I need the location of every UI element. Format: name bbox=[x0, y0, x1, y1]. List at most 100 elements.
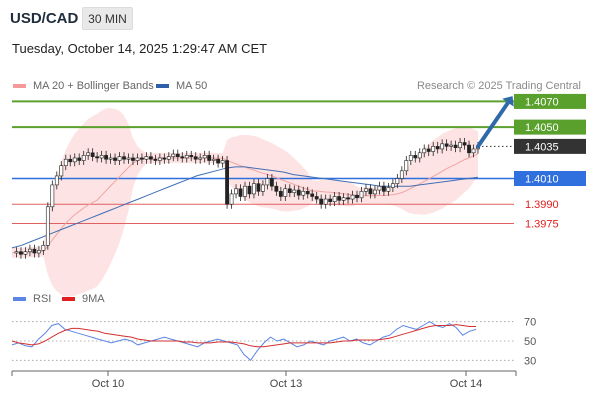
moving-averages bbox=[11, 153, 479, 254]
candle-body bbox=[131, 157, 135, 161]
candle-body bbox=[292, 189, 297, 193]
candle-body bbox=[305, 191, 310, 195]
candle-body bbox=[269, 178, 274, 187]
candle-body bbox=[265, 178, 270, 186]
candle-body bbox=[41, 245, 46, 251]
resistance-label: 1.4070 bbox=[525, 96, 559, 108]
candle-body bbox=[346, 197, 350, 200]
candle-body bbox=[449, 144, 454, 147]
candle-body bbox=[243, 185, 247, 197]
ma50-line bbox=[11, 166, 479, 249]
candles bbox=[14, 138, 480, 259]
candle-body bbox=[68, 158, 73, 163]
legend-swatch-rsi bbox=[13, 297, 26, 301]
candle-body bbox=[117, 156, 122, 161]
current-price-label: 1.4035 bbox=[525, 141, 559, 153]
candle-body bbox=[184, 155, 189, 159]
candle-body bbox=[355, 194, 359, 199]
legend-ma9: 9MA bbox=[62, 293, 105, 305]
candle-body bbox=[301, 191, 306, 196]
candle-body bbox=[462, 142, 467, 146]
candle-body bbox=[390, 183, 395, 188]
candle-body bbox=[296, 189, 301, 196]
candle-body bbox=[417, 152, 422, 159]
symbol-title: USD/CAD bbox=[10, 10, 79, 27]
candle-body bbox=[28, 248, 32, 253]
pivot-label: 1.4010 bbox=[525, 174, 559, 186]
candle-body bbox=[99, 155, 104, 159]
pivot-label-box bbox=[514, 171, 586, 186]
current-price-box bbox=[514, 138, 586, 154]
candle-body bbox=[63, 158, 68, 166]
bollinger-band-area bbox=[12, 108, 478, 297]
legend-label-rsi: RSI bbox=[33, 293, 52, 305]
candle-body bbox=[247, 185, 252, 195]
candle-body bbox=[323, 198, 328, 205]
candle-body bbox=[377, 185, 382, 191]
candle-body bbox=[359, 191, 364, 199]
candle-body bbox=[229, 193, 234, 205]
candle-body bbox=[171, 153, 176, 157]
legend-ma50: MA 50 bbox=[156, 80, 207, 92]
candle-body bbox=[90, 152, 95, 157]
rsi-tick-label: 50 bbox=[524, 336, 536, 348]
research-credit: Research © 2025 Trading Central bbox=[416, 80, 581, 92]
candle-body bbox=[404, 160, 409, 172]
candle-body bbox=[319, 198, 324, 205]
candle-body bbox=[337, 196, 341, 201]
candle-body bbox=[144, 156, 149, 160]
candle-body bbox=[283, 188, 288, 197]
candle-body bbox=[72, 157, 77, 163]
candle-body bbox=[261, 184, 265, 192]
candle-body bbox=[431, 146, 436, 152]
candle-body bbox=[278, 191, 283, 197]
candle-body bbox=[310, 193, 315, 197]
candle-body bbox=[458, 142, 462, 148]
candle-body bbox=[140, 157, 144, 160]
candle-body bbox=[166, 156, 171, 160]
resistance-label-box bbox=[514, 119, 586, 135]
legend-ma20-bb: MA 20 + Bollinger Bands bbox=[13, 80, 154, 92]
candle-body bbox=[341, 197, 346, 201]
candle-body bbox=[274, 185, 279, 192]
support-label: 1.3990 bbox=[525, 199, 559, 211]
candle-body bbox=[368, 188, 373, 195]
candle-body bbox=[135, 157, 140, 161]
candle-body bbox=[113, 157, 117, 161]
time-axis: Oct 10 Oct 13 Oct 14 bbox=[11, 370, 517, 390]
candle-body bbox=[32, 248, 37, 254]
resistance-label-box bbox=[514, 93, 586, 109]
price-level-labels: 1.4070 1.4050 1.4035 1.4010 1.3990 1.3975 bbox=[514, 93, 586, 230]
candle-body bbox=[77, 157, 82, 161]
candle-body bbox=[153, 158, 158, 161]
trend-arrow-head bbox=[502, 96, 514, 107]
candle-body bbox=[45, 206, 50, 246]
candle-body bbox=[95, 156, 100, 159]
timeframe-badge[interactable]: 30 MIN bbox=[82, 7, 133, 30]
trend-arrow-shaft bbox=[476, 100, 510, 149]
candle-body bbox=[332, 196, 337, 202]
candle-body bbox=[471, 148, 476, 154]
rsi-ma9-line bbox=[11, 324, 476, 348]
candle-body bbox=[399, 170, 404, 179]
candle-body bbox=[440, 143, 445, 150]
candle-body bbox=[413, 155, 418, 159]
candle-body bbox=[422, 148, 427, 154]
candle-body bbox=[198, 157, 203, 160]
candle-body bbox=[54, 175, 59, 186]
legend-label-ma50: MA 50 bbox=[176, 80, 208, 92]
candle-body bbox=[207, 155, 212, 161]
candle-body bbox=[252, 183, 256, 195]
candle-body bbox=[386, 187, 391, 192]
rsi-line bbox=[11, 321, 477, 362]
candle-body bbox=[225, 160, 229, 205]
candle-body bbox=[395, 178, 400, 184]
candle-body bbox=[234, 188, 238, 195]
time-axis-label: Oct 14 bbox=[450, 378, 482, 390]
legend-label-ma9: 9MA bbox=[82, 293, 105, 305]
candle-body bbox=[364, 188, 368, 192]
chart-datetime: Tuesday, October 14, 2025 1:29:47 AM CET bbox=[12, 41, 268, 56]
candle-body bbox=[157, 157, 162, 161]
rsi-tick-label: 70 bbox=[524, 317, 536, 329]
